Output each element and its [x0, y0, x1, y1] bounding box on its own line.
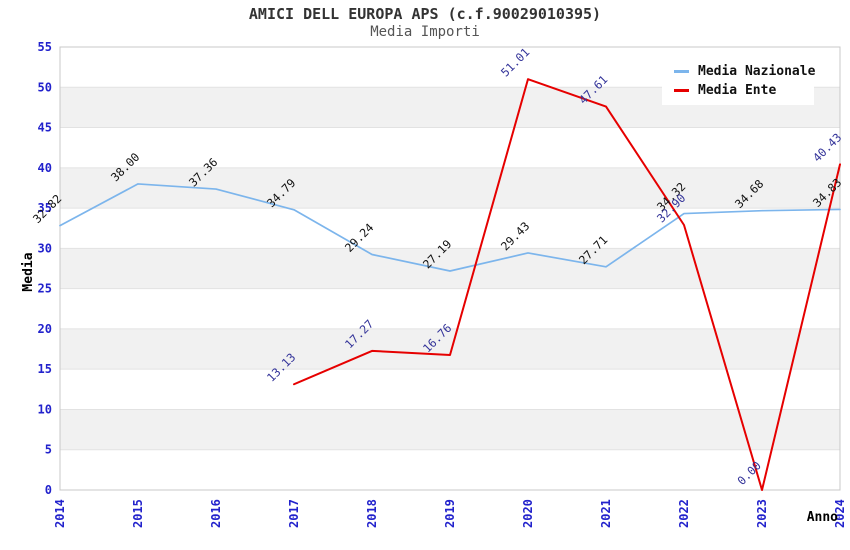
legend-label: Media Nazionale — [698, 64, 816, 79]
y-tick-label: 35 — [38, 201, 52, 215]
x-tick-label: 2016 — [209, 499, 223, 528]
legend-item-media-ente: Media Ente — [674, 81, 814, 100]
point-label-media-ente: 51.01 — [498, 45, 532, 79]
x-tick-label: 2024 — [833, 499, 847, 528]
point-label-media-ente: 40.43 — [810, 130, 844, 164]
x-tick-label: 2014 — [53, 499, 67, 528]
y-tick-label: 20 — [38, 322, 52, 336]
y-tick-label: 0 — [45, 483, 52, 497]
point-label-media-nazionale: 32.82 — [30, 192, 64, 226]
y-tick-label: 5 — [45, 443, 52, 457]
y-axis-label: Media — [21, 252, 36, 291]
y-tick-label: 50 — [38, 80, 52, 94]
x-tick-label: 2022 — [677, 499, 691, 528]
grid-band — [60, 328, 840, 370]
legend-item-media-nazionale: Media Nazionale — [674, 62, 816, 81]
legend-line-swatch — [674, 70, 689, 73]
x-tick-label: 2020 — [521, 499, 535, 528]
x-axis-label: Anno — [807, 510, 838, 525]
chart-title: AMICI DELL EUROPA APS (c.f.90029010395) — [248, 5, 602, 23]
y-tick-label: 25 — [38, 282, 52, 296]
y-tick-label: 30 — [38, 241, 52, 255]
y-tick-label: 15 — [38, 362, 52, 376]
chart-subtitle: Media Importi — [370, 24, 480, 40]
legend: Media Nazionale Media Ente — [662, 57, 816, 105]
x-tick-label: 2018 — [365, 499, 379, 528]
x-tick-label: 2015 — [131, 499, 145, 528]
x-tick-label: 2021 — [599, 499, 613, 528]
x-tick-label: 2019 — [443, 499, 457, 528]
x-tick-label: 2023 — [755, 499, 769, 528]
y-tick-label: 10 — [38, 402, 52, 416]
grid-band — [60, 409, 840, 450]
legend-label: Media Ente — [698, 83, 777, 98]
y-tick-label: 45 — [38, 121, 52, 135]
legend-line-swatch — [674, 89, 689, 92]
series-line-media-ente — [293, 78, 841, 491]
x-tick-label: 2017 — [287, 499, 301, 528]
y-tick-label: 55 — [38, 40, 52, 54]
plot-border — [59, 46, 841, 491]
y-tick-label: 40 — [38, 161, 52, 175]
series-line-media-nazionale — [59, 183, 841, 272]
grid-band — [60, 167, 840, 209]
grid-band — [60, 248, 840, 289]
